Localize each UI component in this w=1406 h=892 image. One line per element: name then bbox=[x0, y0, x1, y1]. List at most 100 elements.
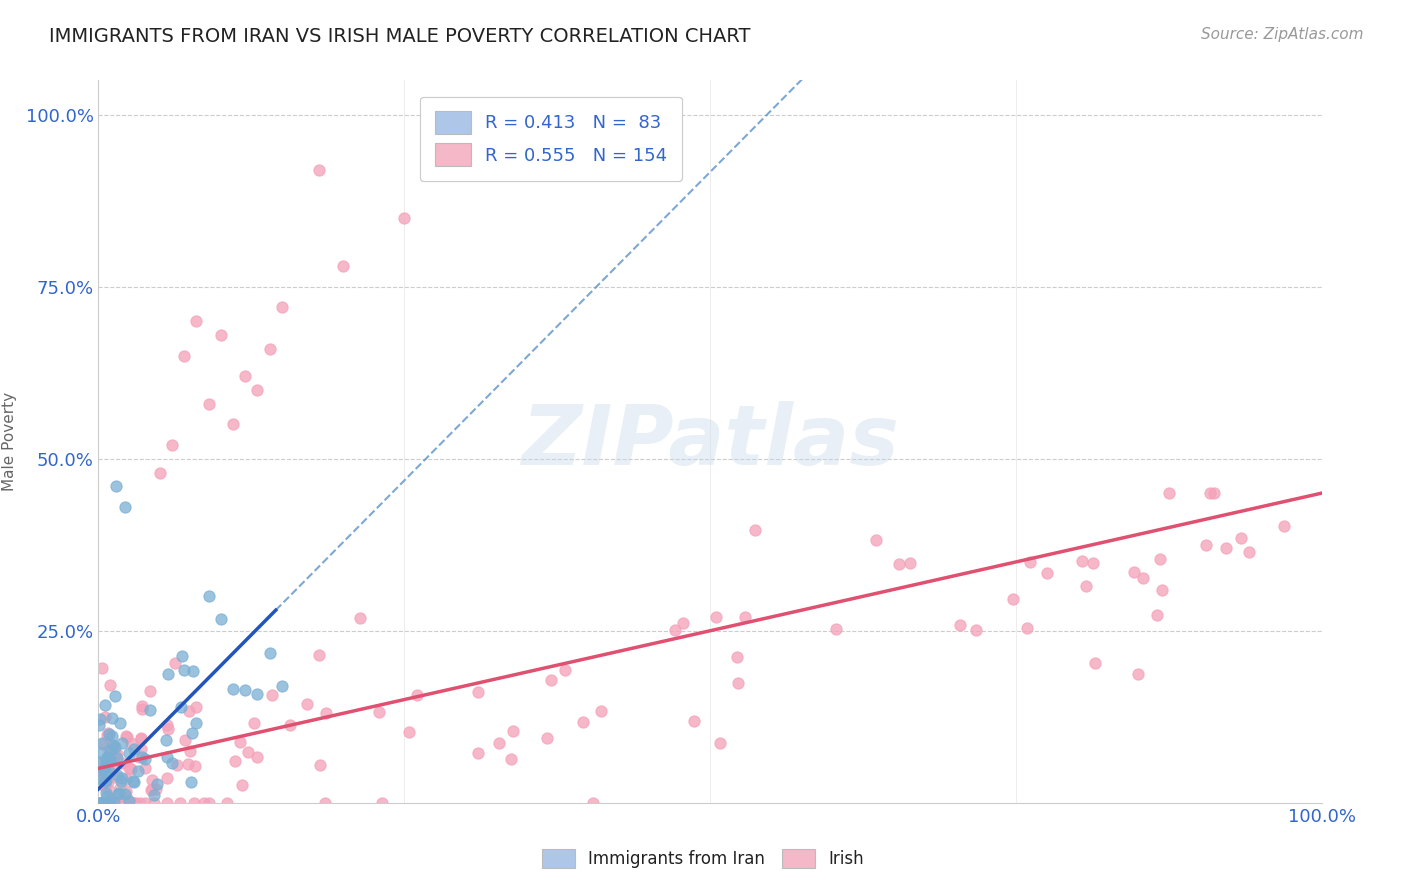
Point bbox=[134, 752, 156, 766]
Point bbox=[170, 700, 193, 714]
Point bbox=[87, 756, 110, 770]
Point bbox=[1194, 538, 1216, 552]
Point bbox=[104, 479, 127, 493]
Point bbox=[156, 722, 179, 736]
Point bbox=[90, 796, 112, 810]
Point bbox=[96, 755, 118, 769]
Point bbox=[1015, 621, 1038, 635]
Point bbox=[169, 796, 191, 810]
Point bbox=[1074, 579, 1097, 593]
Point bbox=[141, 772, 163, 787]
Point bbox=[704, 609, 727, 624]
Point bbox=[97, 796, 120, 810]
Point bbox=[1001, 592, 1024, 607]
Point bbox=[111, 736, 134, 750]
Point bbox=[824, 622, 846, 636]
Point bbox=[233, 369, 256, 384]
Point bbox=[114, 796, 136, 810]
Point bbox=[110, 773, 132, 788]
Point bbox=[90, 661, 112, 675]
Point bbox=[1150, 583, 1173, 598]
Point bbox=[502, 723, 524, 738]
Point bbox=[160, 756, 183, 771]
Point bbox=[186, 314, 208, 328]
Point bbox=[89, 718, 111, 732]
Point bbox=[105, 771, 128, 785]
Point bbox=[98, 784, 121, 798]
Point bbox=[184, 758, 207, 772]
Point bbox=[270, 679, 294, 693]
Point bbox=[91, 796, 114, 810]
Point bbox=[122, 775, 145, 789]
Point bbox=[259, 646, 281, 660]
Point bbox=[209, 611, 232, 625]
Point bbox=[115, 784, 138, 798]
Point bbox=[1229, 532, 1251, 546]
Point bbox=[224, 754, 246, 768]
Point bbox=[89, 772, 111, 786]
Point bbox=[110, 781, 132, 796]
Point bbox=[101, 757, 124, 772]
Point bbox=[744, 523, 766, 537]
Point bbox=[97, 796, 120, 810]
Text: Source: ZipAtlas.com: Source: ZipAtlas.com bbox=[1201, 27, 1364, 42]
Point bbox=[112, 791, 135, 805]
Point bbox=[181, 664, 204, 678]
Point bbox=[90, 777, 112, 791]
Point bbox=[111, 756, 134, 770]
Point bbox=[392, 211, 416, 225]
Point bbox=[122, 741, 145, 756]
Point bbox=[90, 747, 112, 761]
Point bbox=[100, 796, 122, 810]
Point bbox=[865, 533, 887, 548]
Point bbox=[734, 609, 756, 624]
Point bbox=[501, 751, 523, 765]
Point bbox=[108, 796, 131, 810]
Point bbox=[96, 789, 118, 803]
Point bbox=[122, 796, 145, 810]
Point bbox=[91, 736, 114, 750]
Point bbox=[129, 732, 152, 747]
Point bbox=[236, 745, 259, 759]
Point bbox=[93, 762, 115, 776]
Point bbox=[104, 796, 127, 810]
Point bbox=[131, 698, 153, 713]
Point bbox=[179, 744, 201, 758]
Point bbox=[672, 616, 695, 631]
Point bbox=[173, 733, 195, 747]
Point bbox=[129, 796, 152, 810]
Point bbox=[131, 731, 153, 746]
Point bbox=[1202, 486, 1225, 500]
Point bbox=[259, 342, 281, 356]
Point bbox=[173, 349, 195, 363]
Point bbox=[118, 796, 141, 810]
Point bbox=[91, 737, 114, 751]
Point bbox=[278, 717, 301, 731]
Point bbox=[1084, 656, 1107, 670]
Point bbox=[246, 383, 269, 397]
Point bbox=[1159, 486, 1181, 500]
Point bbox=[97, 750, 120, 764]
Point bbox=[246, 749, 269, 764]
Point bbox=[1199, 486, 1222, 500]
Point bbox=[332, 259, 354, 273]
Point bbox=[101, 729, 124, 743]
Point bbox=[96, 786, 118, 800]
Point bbox=[143, 789, 166, 803]
Point bbox=[131, 702, 153, 716]
Point bbox=[231, 779, 253, 793]
Point bbox=[107, 786, 129, 800]
Point bbox=[170, 648, 193, 663]
Point bbox=[725, 649, 748, 664]
Point bbox=[898, 556, 921, 570]
Point bbox=[146, 776, 169, 790]
Point bbox=[94, 764, 117, 779]
Point bbox=[96, 728, 118, 742]
Point bbox=[96, 765, 118, 780]
Point bbox=[96, 796, 118, 810]
Point bbox=[118, 761, 141, 775]
Point bbox=[94, 780, 117, 794]
Legend: Immigrants from Iran, Irish: Immigrants from Iran, Irish bbox=[536, 842, 870, 875]
Point bbox=[107, 787, 129, 801]
Point bbox=[1237, 545, 1260, 559]
